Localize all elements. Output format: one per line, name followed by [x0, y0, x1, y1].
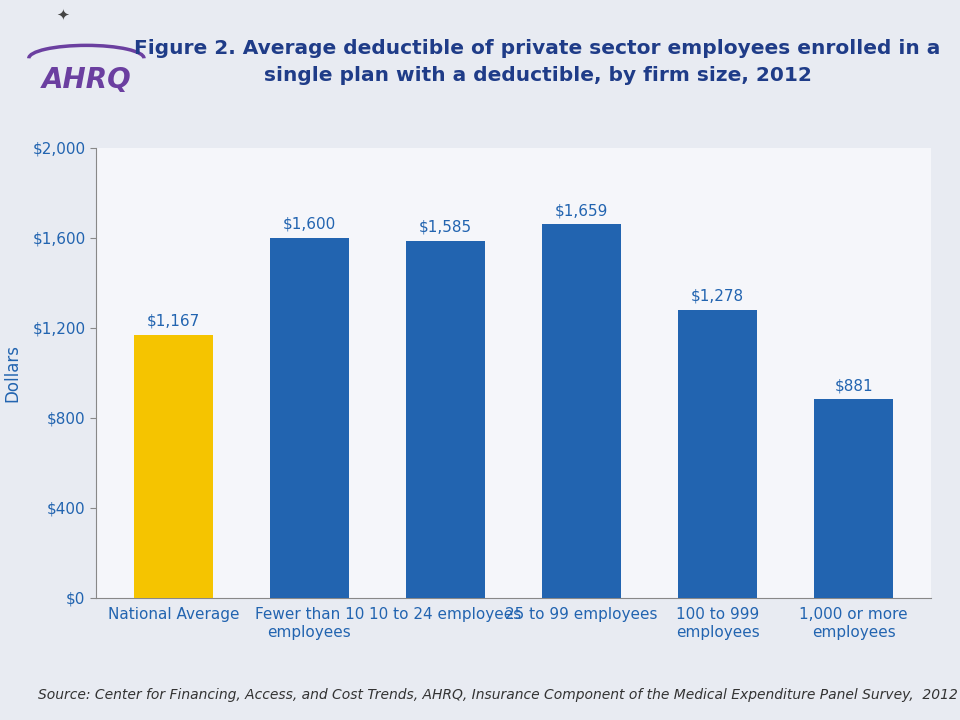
Text: AHRQ: AHRQ: [41, 66, 132, 94]
Bar: [814, 400, 893, 598]
Text: Figure 2. Average deductible of private sector employees enrolled in a
single pl: Figure 2. Average deductible of private …: [134, 40, 941, 85]
Bar: [406, 241, 485, 598]
Bar: [542, 225, 621, 598]
Bar: [270, 238, 348, 598]
Bar: [679, 310, 757, 598]
Text: ✦: ✦: [56, 8, 69, 23]
Text: $1,167: $1,167: [147, 314, 200, 329]
Text: $1,278: $1,278: [691, 289, 744, 304]
Text: Source: Center for Financing, Access, and Cost Trends, AHRQ, Insurance Component: Source: Center for Financing, Access, an…: [38, 688, 958, 702]
Text: $1,659: $1,659: [555, 203, 609, 218]
Text: $1,585: $1,585: [419, 220, 472, 235]
Text: $881: $881: [834, 378, 873, 393]
Y-axis label: Dollars: Dollars: [3, 343, 21, 402]
Bar: [134, 335, 213, 598]
Text: $1,600: $1,600: [283, 216, 336, 231]
